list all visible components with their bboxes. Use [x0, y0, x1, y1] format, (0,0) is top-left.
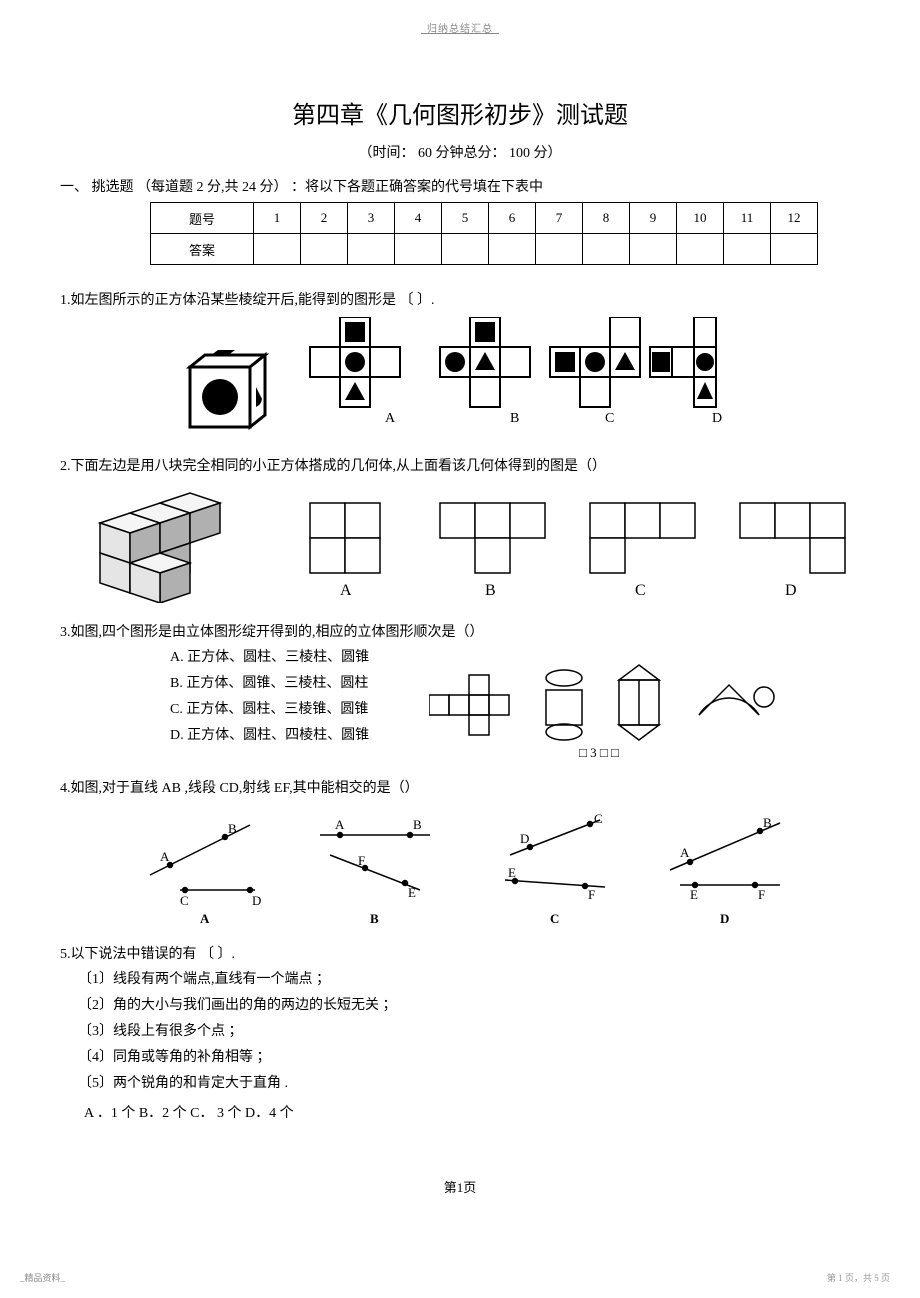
svg-text:A: A	[335, 817, 345, 832]
q5-text: 5.以下说法中错误的有 〔 〕.	[60, 943, 860, 963]
table-cell	[724, 234, 771, 265]
svg-text:D: D	[785, 582, 797, 599]
table-cell	[348, 234, 395, 265]
q2-svg: A B C	[70, 483, 850, 603]
q5-item1: 〔1〕线段有两个端点,直线有一个端点 ；	[78, 967, 860, 993]
table-cell: 2	[301, 203, 348, 234]
q3-options: A. 正方体、圆柱、三棱柱、圆锥 B. 正方体、圆锥、三棱柱、圆柱 C. 正方体…	[170, 645, 369, 749]
svg-text:E: E	[408, 885, 416, 900]
q4-text: 4.如图,对于直线 AB ,线段 CD,射线 EF,其中能相交的是（）	[60, 777, 860, 797]
q3-svg: □ 3 □ □	[429, 645, 789, 765]
svg-text:B: B	[370, 911, 379, 925]
svg-text:F: F	[358, 853, 365, 868]
q5-list: 〔1〕线段有两个端点,直线有一个端点 ； 〔2〕角的大小与我们画出的角的两边的长…	[78, 967, 860, 1127]
q3-opt-d: D. 正方体、圆柱、四棱柱、圆锥	[170, 723, 369, 749]
table-cell: 6	[489, 203, 536, 234]
svg-text:A: A	[200, 911, 210, 925]
q3-opt-a: A. 正方体、圆柱、三棱柱、圆锥	[170, 645, 369, 671]
table-cell: 3	[348, 203, 395, 234]
q5-item4: 〔4〕同角或等角的补角相等 ；	[78, 1045, 860, 1071]
footer-left: _精品资料_	[20, 1271, 65, 1284]
q2-text: 2.下面左边是用八块完全相同的小正方体搭成的几何体,从上面看该几何体得到的图是（…	[60, 455, 860, 475]
table-cell: 8	[583, 203, 630, 234]
q2-figure: A B C	[60, 483, 860, 603]
svg-text:D: D	[712, 411, 722, 426]
table-cell: 7	[536, 203, 583, 234]
page-subtitle: （时间： 60 分钟总分： 100 分）	[60, 142, 860, 162]
table-cell	[677, 234, 724, 265]
page-number: 第1页	[60, 1177, 860, 1196]
row-label: 答案	[151, 234, 254, 265]
svg-text:C: C	[180, 893, 189, 908]
q3-caption: □ 3 □ □	[579, 745, 619, 760]
table-cell: 12	[771, 203, 818, 234]
table-cell	[395, 234, 442, 265]
svg-text:F: F	[588, 887, 595, 902]
table-cell: 10	[677, 203, 724, 234]
svg-text:A: A	[680, 845, 690, 860]
q1-svg: A B	[180, 317, 740, 437]
q4-svg: A B C D A A B F E B	[100, 805, 820, 925]
q5-item3: 〔3〕线段上有很多个点 ；	[78, 1019, 860, 1045]
table-row: 答案	[151, 234, 818, 265]
q3-figure: □ 3 □ □	[429, 645, 789, 765]
table-row: 题号 1 2 3 4 5 6 7 8 9 10 11 12	[151, 203, 818, 234]
table-cell: 5	[442, 203, 489, 234]
row-label: 题号	[151, 203, 254, 234]
q3-text: 3.如图,四个图形是由立体图形绽开得到的,相应的立体图形顺次是（）	[60, 621, 860, 641]
svg-text:C: C	[550, 911, 559, 925]
table-cell	[536, 234, 583, 265]
svg-text:C: C	[605, 411, 614, 426]
svg-text:C: C	[594, 811, 603, 826]
q4-figure: A B C D A A B F E B	[60, 805, 860, 925]
table-cell: 9	[630, 203, 677, 234]
svg-text:E: E	[508, 865, 516, 880]
q3-opt-c: C. 正方体、圆柱、三棱锥、圆锥	[170, 697, 369, 723]
svg-text:A: A	[340, 582, 352, 599]
top-meta: _归纳总结汇总_	[60, 20, 860, 35]
q5-answers: A ．1 个 B．2 个 C． 3 个 D．4 个	[84, 1101, 860, 1127]
svg-text:D: D	[520, 831, 529, 846]
svg-text:A: A	[385, 411, 396, 426]
svg-text:B: B	[763, 815, 772, 830]
svg-text:B: B	[413, 817, 422, 832]
table-cell: 4	[395, 203, 442, 234]
q3-opt-b: B. 正方体、圆锥、三棱柱、圆柱	[170, 671, 369, 697]
table-cell	[301, 234, 348, 265]
svg-text:B: B	[485, 582, 496, 599]
svg-text:F: F	[758, 887, 765, 902]
q1-text: 1.如左图所示的正方体沿某些棱绽开后,能得到的图形是 〔 〕.	[60, 289, 860, 309]
svg-text:D: D	[252, 893, 261, 908]
q5-item5: 〔5〕两个锐角的和肯定大于直角 .	[78, 1071, 860, 1097]
table-cell	[489, 234, 536, 265]
svg-text:B: B	[228, 821, 237, 836]
table-cell	[630, 234, 677, 265]
page-title: 第四章《几何图形初步》测试题	[60, 95, 860, 130]
table-cell	[583, 234, 630, 265]
table-cell	[771, 234, 818, 265]
table-cell: 1	[254, 203, 301, 234]
svg-text:A: A	[160, 849, 170, 864]
footer-right: 第 1 页，共 5 页	[827, 1271, 890, 1284]
svg-text:B: B	[510, 411, 519, 426]
q1-figure: A B	[60, 317, 860, 437]
section1-heading: 一、 挑选题 （每道题 2 分,共 24 分） ：将以下各题正确答案的代号填在下…	[60, 176, 860, 196]
table-cell	[442, 234, 489, 265]
table-cell: 11	[724, 203, 771, 234]
svg-text:C: C	[635, 582, 646, 599]
svg-text:E: E	[690, 887, 698, 902]
table-cell	[254, 234, 301, 265]
svg-text:D: D	[720, 911, 729, 925]
q5-item2: 〔2〕角的大小与我们画出的角的两边的长短无关 ；	[78, 993, 860, 1019]
answer-table: 题号 1 2 3 4 5 6 7 8 9 10 11 12 答案	[150, 202, 818, 265]
